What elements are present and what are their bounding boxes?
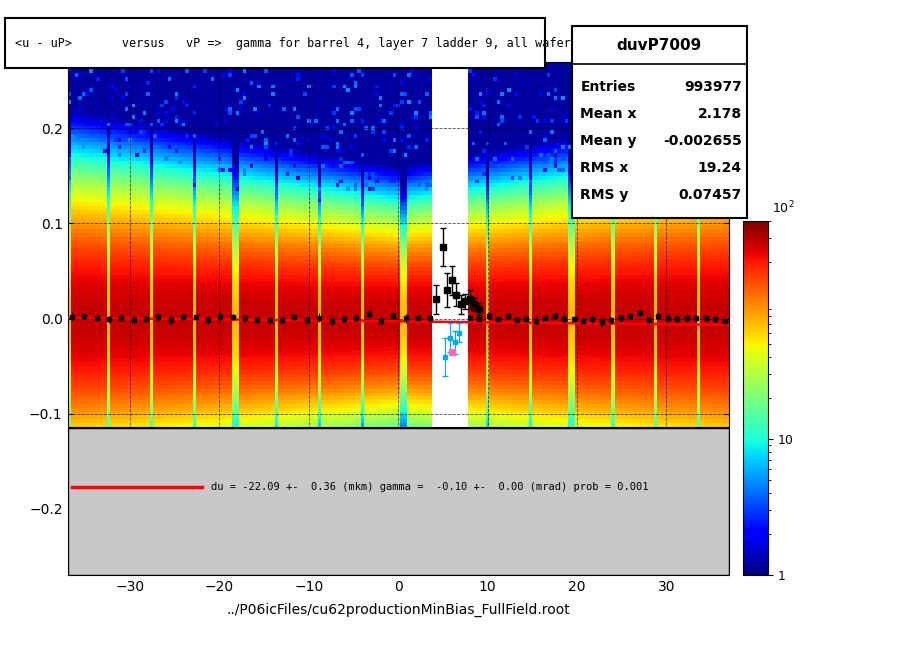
Text: -0.002655: -0.002655	[663, 134, 742, 148]
Text: 993977: 993977	[684, 81, 742, 94]
Text: Mean y: Mean y	[580, 134, 637, 148]
Text: <u - uP>       versus   vP =>  gamma for barrel 4, layer 7 ladder 9, all wafers: <u - uP> versus vP => gamma for barrel 4…	[15, 36, 578, 50]
Text: $10^2$: $10^2$	[772, 200, 795, 216]
Bar	[68, 428, 729, 575]
Text: Entries: Entries	[580, 81, 635, 94]
Text: 0.07457: 0.07457	[679, 188, 742, 202]
Text: RMS x: RMS x	[580, 161, 628, 175]
Text: 2.178: 2.178	[698, 107, 742, 121]
X-axis label: ../P06icFiles/cu62productionMinBias_FullField.root: ../P06icFiles/cu62productionMinBias_Full…	[227, 603, 570, 617]
Text: RMS y: RMS y	[580, 188, 628, 202]
Text: 19.24: 19.24	[698, 161, 742, 175]
Text: du = -22.09 +-  0.36 (mkm) gamma =  -0.10 +-  0.00 (mrad) prob = 0.001: du = -22.09 +- 0.36 (mkm) gamma = -0.10 …	[211, 482, 648, 492]
Text: duvP7009: duvP7009	[616, 38, 702, 53]
Text: Mean x: Mean x	[580, 107, 637, 121]
